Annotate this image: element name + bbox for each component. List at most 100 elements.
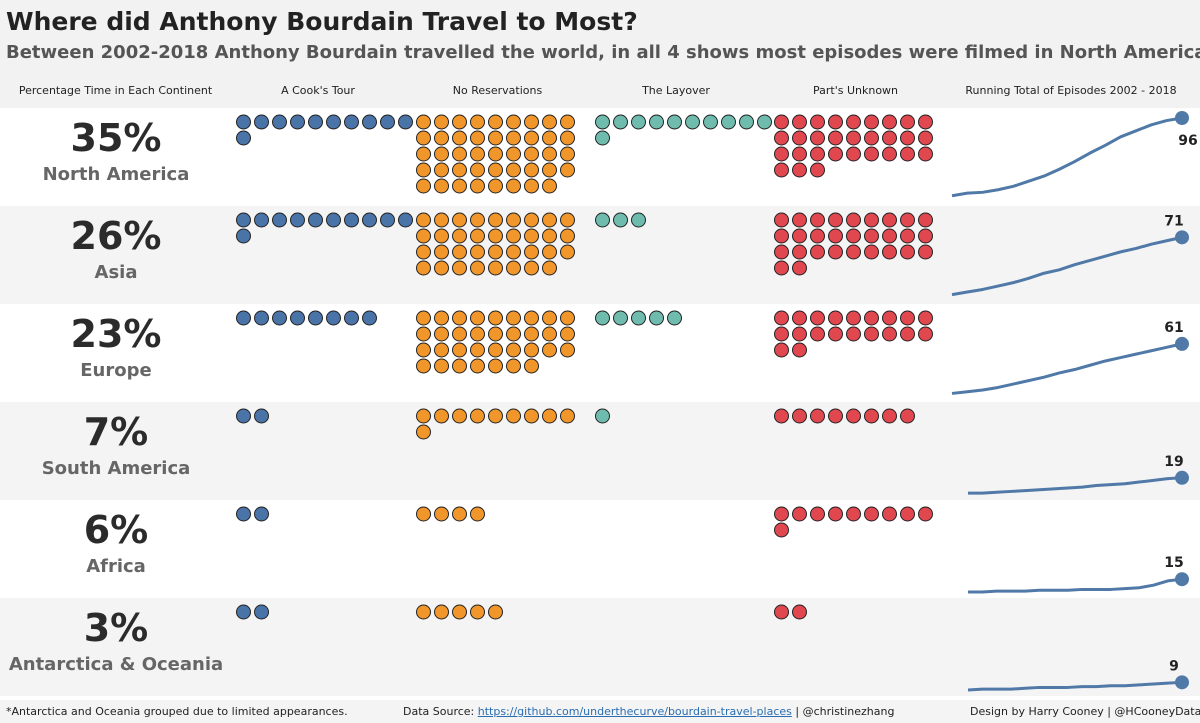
episode-dot [452,408,467,424]
episode-dot [452,114,467,130]
episode-dot [792,342,807,358]
header: Where did Anthony Bourdain Travel to Mos… [0,0,1200,108]
continent-percentage: 7% [83,410,149,454]
episode-dot [560,146,575,162]
episode-dot [542,228,557,244]
waffle-part-s-unknown [774,114,933,178]
episode-dot [470,114,485,130]
footer-credit: Design by Harry Cooney | @HCooneyData [970,705,1200,718]
episode-dot [452,326,467,342]
episode-dot [560,114,575,130]
episode-dot [470,604,485,620]
episode-dot [470,506,485,522]
episode-dot [434,178,449,194]
episode-dot [434,408,449,424]
episode-dot [416,424,431,440]
episode-dot [470,358,485,374]
episode-dot [882,114,897,130]
episode-dot [792,162,807,178]
episode-dot [416,228,431,244]
episode-dot [542,146,557,162]
episode-dot [918,506,933,522]
footer-source-link[interactable]: https://github.com/underthecurve/bourdai… [477,705,792,718]
running-total-end-dot [1175,230,1189,245]
episode-dot [631,212,646,228]
episode-dot [416,310,431,326]
episode-dot [506,408,521,424]
episode-dot [542,408,557,424]
episode-dot [882,130,897,146]
waffle-the-layover [595,114,772,146]
episode-dot [774,260,789,276]
episode-dot [810,506,825,522]
episode-dot [900,114,915,130]
episode-dot [326,310,341,326]
episode-dot [254,310,269,326]
episode-dot [882,326,897,342]
episode-dot [488,162,503,178]
waffle-part-s-unknown [774,212,933,276]
episode-dot [542,342,557,358]
episode-dot [488,358,503,374]
continent-row: 6% Africa [0,500,1200,598]
episode-dot [380,114,395,130]
continent-name: Asia [94,262,138,283]
episode-dot [667,114,682,130]
episode-dot [685,114,700,130]
waffle-no-reservations [416,310,575,374]
episode-dot [900,146,915,162]
episode-dot [488,326,503,342]
episode-dot [524,358,539,374]
waffle-the-layover [595,310,682,326]
episode-dot [452,212,467,228]
continent-name: Europe [80,360,152,381]
continent-name: South America [41,458,191,479]
episode-dot [882,146,897,162]
episode-dot [470,408,485,424]
episode-dot [236,310,251,326]
episode-dot [236,506,251,522]
episode-dot [900,212,915,228]
episode-dot [774,228,789,244]
episode-dot [613,114,628,130]
episode-dot [524,146,539,162]
waffle-a-cook-s-tour [236,310,377,326]
episode-dot [667,310,682,326]
episode-dot [810,114,825,130]
episode-dot [272,310,287,326]
episode-dot [470,244,485,260]
episode-dot [488,310,503,326]
episode-dot [882,212,897,228]
episode-dot [470,212,485,228]
episode-dot [792,604,807,620]
episode-dot [828,244,843,260]
episode-dot [918,310,933,326]
column-header-layover: The Layover [642,84,710,97]
episode-dot [236,212,251,228]
episode-dot [506,342,521,358]
episode-dot [416,114,431,130]
episode-dot [272,212,287,228]
episode-dot [810,212,825,228]
episode-dot [434,244,449,260]
episode-dot [560,310,575,326]
episode-dot [434,146,449,162]
episode-dot [506,178,521,194]
episode-dot [900,506,915,522]
episode-dot [846,310,861,326]
waffle-part-s-unknown [774,310,933,358]
episode-dot [810,244,825,260]
running-total-end-dot [1175,675,1189,690]
episode-dot [524,130,539,146]
episode-dot [918,146,933,162]
episode-dot [524,342,539,358]
episode-dot [470,146,485,162]
episode-dot [506,130,521,146]
episode-dot [434,604,449,620]
episode-dot [416,342,431,358]
episode-dot [524,310,539,326]
episode-dot [488,342,503,358]
episode-dot [470,178,485,194]
episode-dot [774,522,789,538]
